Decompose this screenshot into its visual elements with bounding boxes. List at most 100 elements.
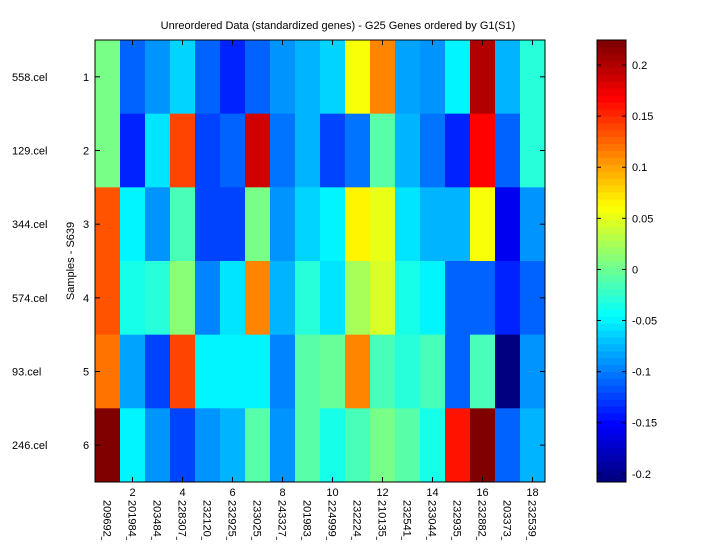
heatmap-cell [495, 113, 521, 188]
heatmap-cell [220, 187, 246, 262]
heatmap-cell [120, 334, 146, 409]
colorbar-swatch [597, 364, 626, 372]
colorbar-swatch [597, 81, 626, 89]
heatmap-cell [120, 187, 146, 262]
heatmap-cell [395, 40, 421, 115]
heatmap-cell [320, 408, 346, 483]
y-tick-label: 2 [83, 146, 89, 158]
heatmap-cell [320, 187, 346, 262]
x-tick-label: 12 [376, 487, 388, 499]
colorbar-swatch [597, 88, 626, 96]
x-tick-label: 4 [179, 487, 185, 499]
heatmap-cell [195, 261, 221, 336]
colorbar-tick-label: 0.05 [632, 213, 653, 225]
heatmap-cell [395, 187, 421, 262]
heatmap-cell [245, 40, 271, 115]
heatmap-cell [370, 261, 396, 336]
colorbar-swatch [597, 40, 626, 48]
heatmap-cell [295, 261, 321, 336]
heatmap-cell [370, 113, 396, 188]
gene-label: 232539_ [526, 500, 538, 540]
gene-label: 201984_ [126, 500, 138, 540]
colorbar-swatch [597, 281, 626, 290]
y-tick-label: 5 [83, 367, 89, 379]
colorbar-tick-label: 0.1 [632, 162, 647, 174]
heatmap-cell [420, 187, 446, 262]
heatmap-cell [470, 408, 496, 483]
heatmap-cell [345, 113, 371, 188]
heatmap-cell [345, 408, 371, 483]
colorbar-swatch [597, 67, 626, 76]
colorbar-swatch [597, 143, 626, 151]
y-tick-label: 4 [83, 293, 89, 305]
colorbar-swatch [597, 336, 626, 345]
heatmap-cell [145, 187, 171, 262]
x-tick-label: 10 [326, 487, 338, 499]
heatmap-cell [170, 334, 196, 409]
heatmap-cell [120, 40, 146, 115]
heatmap-cell [445, 408, 471, 483]
colorbar-swatch [597, 95, 626, 103]
x-tick-label: 2 [129, 487, 135, 499]
heatmap-cell [295, 113, 321, 188]
colorbar-swatch [597, 185, 626, 193]
heatmap-cell [295, 334, 321, 409]
colorbar-tick-label: -0.1 [632, 367, 651, 379]
heatmap-cell [195, 113, 221, 188]
heatmap-cell [220, 334, 246, 409]
colorbar-swatch [597, 226, 626, 234]
gene-label: 224999_ [326, 500, 338, 540]
colorbar-swatch [597, 302, 626, 310]
heatmap-cell [120, 261, 146, 336]
heatmap-cell [445, 187, 471, 262]
sample-label: 129.cel [12, 146, 47, 158]
gene-label: 232925_ [226, 500, 238, 540]
colorbar-swatch [597, 440, 626, 448]
heatmap-cell [345, 40, 371, 115]
gene-label: 232882_ [476, 500, 488, 540]
heatmap-cell [145, 113, 171, 188]
heatmap-cell [345, 187, 371, 262]
colorbar-tick-label: -0.2 [632, 469, 651, 481]
gene-label: 210135_ [376, 500, 388, 540]
colorbar-tick-label: 0.15 [632, 111, 653, 123]
colorbar-swatch [597, 406, 626, 414]
heatmap-cell [195, 187, 221, 262]
heatmap-cell [245, 334, 271, 409]
colorbar-swatch [597, 447, 626, 455]
colorbar-swatch [597, 109, 626, 117]
heatmap-cell [245, 187, 271, 262]
gene-label: 201983_ [301, 500, 313, 540]
colorbar-swatch [597, 171, 626, 179]
colorbar-swatch [597, 219, 626, 227]
colorbar-swatch [597, 454, 626, 462]
heatmap-cell [320, 40, 346, 115]
heatmap-cell [470, 261, 496, 336]
heatmap-cell [145, 40, 171, 115]
heatmap-cell [220, 113, 246, 188]
heatmap-cell [445, 334, 471, 409]
colorbar-swatch [597, 247, 626, 255]
heatmap-cell [470, 334, 496, 409]
heatmap-cell [195, 334, 221, 409]
heatmap-cell [245, 261, 271, 336]
chart-title: Unreordered Data (standardized genes) - … [161, 20, 516, 32]
colorbar-swatch [597, 212, 626, 221]
colorbar-swatch [597, 468, 626, 476]
colorbar-swatch [597, 233, 626, 241]
gene-label: 232541_ [401, 500, 413, 540]
gene-label: 203373_ [501, 500, 513, 540]
gene-label: 233044_ [426, 500, 438, 540]
colorbar-swatch [597, 178, 626, 186]
gene-label: 233025_ [251, 500, 263, 540]
colorbar-swatch [597, 254, 626, 262]
heatmap-cell [395, 334, 421, 409]
heatmap-cell [495, 40, 521, 115]
sample-label: 246.cel [12, 440, 47, 452]
colorbar-swatch [597, 475, 626, 483]
heatmap-cell [170, 261, 196, 336]
colorbar-swatch [597, 378, 626, 386]
gene-label: 203484_ [151, 500, 163, 540]
colorbar-swatch [597, 136, 626, 145]
heatmap-cell [295, 40, 321, 115]
